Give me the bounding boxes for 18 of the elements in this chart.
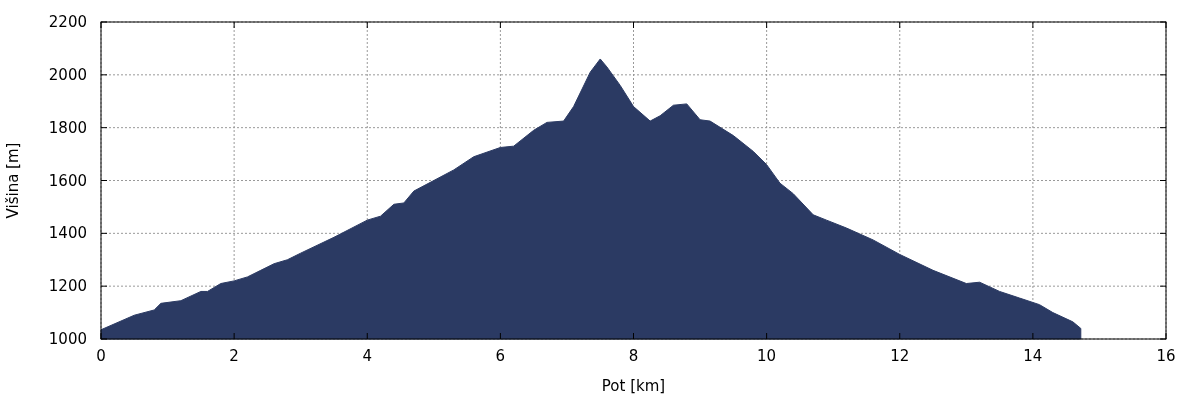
y-tick-label: 1000: [48, 330, 87, 348]
x-tick-label: 14: [1023, 347, 1043, 365]
y-tick-label: 2200: [48, 13, 87, 31]
y-tick-label: 1600: [48, 171, 87, 190]
y-tick-label: 1800: [48, 118, 87, 137]
y-axis-title: Višina [m]: [4, 142, 22, 219]
x-tick-label: 8: [628, 347, 639, 365]
x-tick-label: 6: [495, 347, 506, 365]
y-tick-label: 2000: [48, 65, 87, 84]
x-tick-label: 12: [890, 347, 910, 365]
x-tick-label: 4: [362, 347, 373, 365]
x-tick-label: 2: [229, 347, 239, 365]
y-tick-label: 1200: [48, 277, 87, 296]
x-axis-title: Pot [km]: [601, 377, 666, 395]
x-tick-label: 10: [757, 347, 777, 365]
y-tick-label: 1400: [48, 224, 87, 243]
x-tick-label: 16: [1156, 347, 1176, 365]
x-tick-label: 0: [96, 347, 106, 365]
